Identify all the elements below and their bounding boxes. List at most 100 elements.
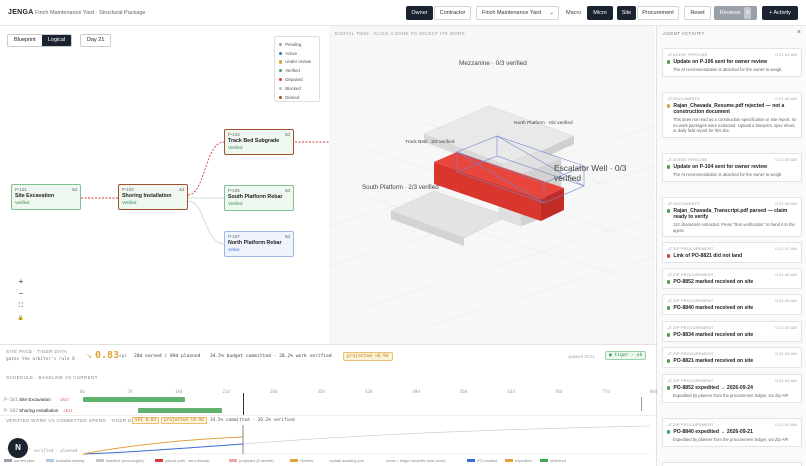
zone-label-south-platform[interactable]: South Platform · 2/3 verified (362, 184, 439, 191)
activity-heading: PO-8821 marked received on site (673, 358, 754, 364)
mode-procurement-button[interactable]: Procurement (637, 6, 679, 20)
activity-card[interactable]: ⎇ AGENT PIPELINE 0:21:39 AM Update on P-10… (662, 153, 802, 182)
role-owner-button[interactable]: Owner (406, 6, 433, 20)
axis-tick: 49d (412, 389, 420, 394)
schedule-row-p101[interactable]: P-101 Site Excavation CRIT (4, 397, 69, 403)
axis-tick: 21d (222, 389, 230, 394)
activity-card[interactable]: ⎇ ZIP PROCUREMENT 0:21:34 AM PO-8834 marke… (662, 321, 802, 342)
gantt-bar-p102[interactable] (138, 408, 222, 413)
node-track-bed-subgrade[interactable]: P-103 5d Track Bed Subgrade Verified (224, 129, 294, 155)
activity-button[interactable]: + Activity (762, 6, 798, 20)
activity-card[interactable]: ⎇ ZIP PROCUREMENT 0:21:36 AM PO-8852 marke… (662, 268, 802, 289)
activity-icon: ⎇ (667, 246, 673, 251)
zone-label-escalator-well[interactable]: Escalator Well · 0/3 verified (554, 163, 627, 183)
mode-site-button[interactable]: Site (617, 6, 636, 20)
activity-tag: ⎇ ZIP PROCUREMENT (667, 422, 714, 427)
legend-swatch (504, 459, 513, 463)
axis-tick: 77d (602, 389, 610, 394)
activity-card[interactable]: ⎇ ZIP PROCUREMENT 0:21:35 AM PO-8840 marke… (662, 294, 802, 315)
activity-tag: ⎇ DOCUMENTS (667, 201, 700, 206)
zone-label-mezzanine[interactable]: Mezzanine · 0/3 verified (459, 60, 527, 67)
legend-item: Under review (279, 58, 315, 67)
row-name: Site Excavation (19, 397, 51, 402)
row-id: P-102 (4, 409, 18, 414)
fit-view-button[interactable]: ⛶ (18, 303, 24, 309)
activity-card[interactable]: ⎇ ZIP PROCUREMENT 0:21:33 AM PO-8821 marke… (662, 347, 802, 368)
zoom-out-button[interactable]: − (18, 289, 24, 298)
zone-north-platform[interactable] (456, 135, 585, 204)
activity-card[interactable]: ⎇ DOCUMENTS 0:21:40 AM Rajan_Chavada_Resum… (662, 92, 802, 138)
day-badge[interactable]: Day 21 (80, 34, 112, 47)
activity-card[interactable]: ⎇ DOCUMENTS 0:21:38 AM Rajan_Chavada_Trans… (662, 197, 802, 238)
view-logical-button[interactable]: Logical (41, 35, 72, 46)
spend-axis-note: verified · planned (34, 448, 78, 453)
activity-heading: PO-8852 marked received on site (673, 279, 754, 285)
digital-twin-view[interactable]: DIGITAL TWIN · CLICK A ZONE TO SELECT IT… (329, 26, 655, 344)
project-select[interactable]: Finch Maintenance Yard ⌄ (476, 6, 559, 20)
close-icon[interactable]: × (796, 29, 801, 36)
tiger-value: ok (636, 353, 643, 358)
zone-label-track-bed[interactable]: Track Bed · 3/3 verified (405, 140, 455, 145)
legend-text: expedited (514, 458, 532, 463)
node-name: Track Bed Subgrade (228, 138, 280, 144)
legend-dot (279, 69, 283, 73)
legend-label: Active (285, 50, 298, 56)
activity-tag: ⎇ ZIP PROCUREMENT (667, 246, 714, 251)
reviews-count-badge: 0 (744, 7, 752, 19)
legend-item: Disputed (279, 75, 315, 84)
user-avatar-button[interactable]: N (8, 438, 28, 458)
node-site-excavation[interactable]: P-101 5d Site Excavation Verified (11, 184, 81, 210)
status-legend: Pending Active Under review Verified Dispute… (274, 36, 320, 102)
activity-card[interactable]: ⎇ AGENT PIPELINE 0:21:41 AM Update on P-10… (662, 48, 802, 77)
activity-card[interactable]: ⎇ ZIP PROCUREMENT 0:21:31 AM PO-8840 exped… (662, 418, 802, 447)
activity-card[interactable]: ⎇ ZIP PROCUREMENT 0:21:32 AM PO-8852 exped… (662, 374, 802, 403)
node-name: North Platform Rebar (228, 240, 282, 246)
gantt-bar-p101[interactable] (83, 397, 185, 402)
activity-time: 0:21:38 AM (775, 201, 797, 206)
activity-card[interactable]: ⎇ ZIP PROCUREMENT 0:21:37 AM Link of PO-88… (662, 242, 802, 263)
view-toggle: Blueprint Logical (7, 34, 73, 47)
pace-subtitle: gates the arbiter's rule 0 (6, 357, 75, 362)
legend-dot (279, 60, 283, 64)
legend-text: PO created (477, 458, 498, 463)
logical-canvas[interactable]: Blueprint Logical Day 21 Pending Active Un… (0, 26, 329, 344)
legend-dot (279, 77, 283, 82)
scale-micro-button[interactable]: Micro (587, 6, 613, 20)
node-north-platform-rebar[interactable]: P-107 5d North Platform Rebar Active (224, 231, 294, 257)
node-south-platform-rebar[interactable]: P-105 5d South Platform Rebar Verified (224, 185, 294, 211)
zone-label-north-platform[interactable]: North Platform · 0/2 verified (514, 121, 573, 126)
database-icon: ▣ (609, 353, 615, 358)
tiger-status-badge: ▣ tiger · ok (605, 351, 647, 360)
schedule-row-p102[interactable]: P-102 Shoring Installation CRIT (4, 408, 73, 414)
zoom-in-button[interactable]: + (18, 277, 24, 286)
top-bar: JENGA Finch Maintenance Yard · Structura… (0, 0, 806, 26)
footer-legend-item: cross = stage handoffs (wall clock) (376, 458, 446, 463)
activity-heading: Rajan_Chavada_Resume.pdf rejected — not … (673, 103, 785, 115)
node-duration: 5d (285, 132, 290, 137)
legend-item: Active (279, 49, 315, 58)
activity-title: AGENT ACTIVITY (663, 31, 705, 36)
scale-macro-button[interactable]: Macro (566, 10, 582, 16)
reviews-button[interactable]: Reviews 0 (714, 6, 757, 20)
activity-icon: ⎇ (667, 378, 673, 383)
zone-track-bed[interactable] (434, 152, 564, 221)
legend-item: Verified (279, 66, 315, 75)
status-dot (667, 60, 671, 64)
activity-body: Expedited by planner from the procuremen… (673, 437, 789, 442)
budget-stat: 34.5% budget committed · 20.2% work veri… (210, 354, 332, 359)
activity-time: 0:21:40 AM (775, 96, 797, 101)
reset-button[interactable]: Reset (684, 6, 711, 20)
node-shoring-installation[interactable]: P-102 4d Shoring Installation Verified (118, 184, 188, 210)
activity-icon: ⎇ (667, 96, 673, 101)
activity-heading: PO-8834 marked received on site (673, 332, 754, 338)
activity-time: 0:21:34 AM (775, 325, 797, 330)
footer-legend-item: PO created (467, 458, 497, 463)
lock-icon[interactable]: 🔒 (17, 315, 25, 321)
activity-heading: Link of PO-8821 did not land (673, 253, 743, 259)
view-blueprint-button[interactable]: Blueprint (14, 37, 36, 43)
role-contractor-button[interactable]: Contractor (434, 6, 471, 20)
footer-legend-item: projected (if denied) (229, 458, 274, 463)
footer-legend-item: baseline (unchanged) (96, 458, 144, 463)
legend-dot (279, 51, 283, 55)
